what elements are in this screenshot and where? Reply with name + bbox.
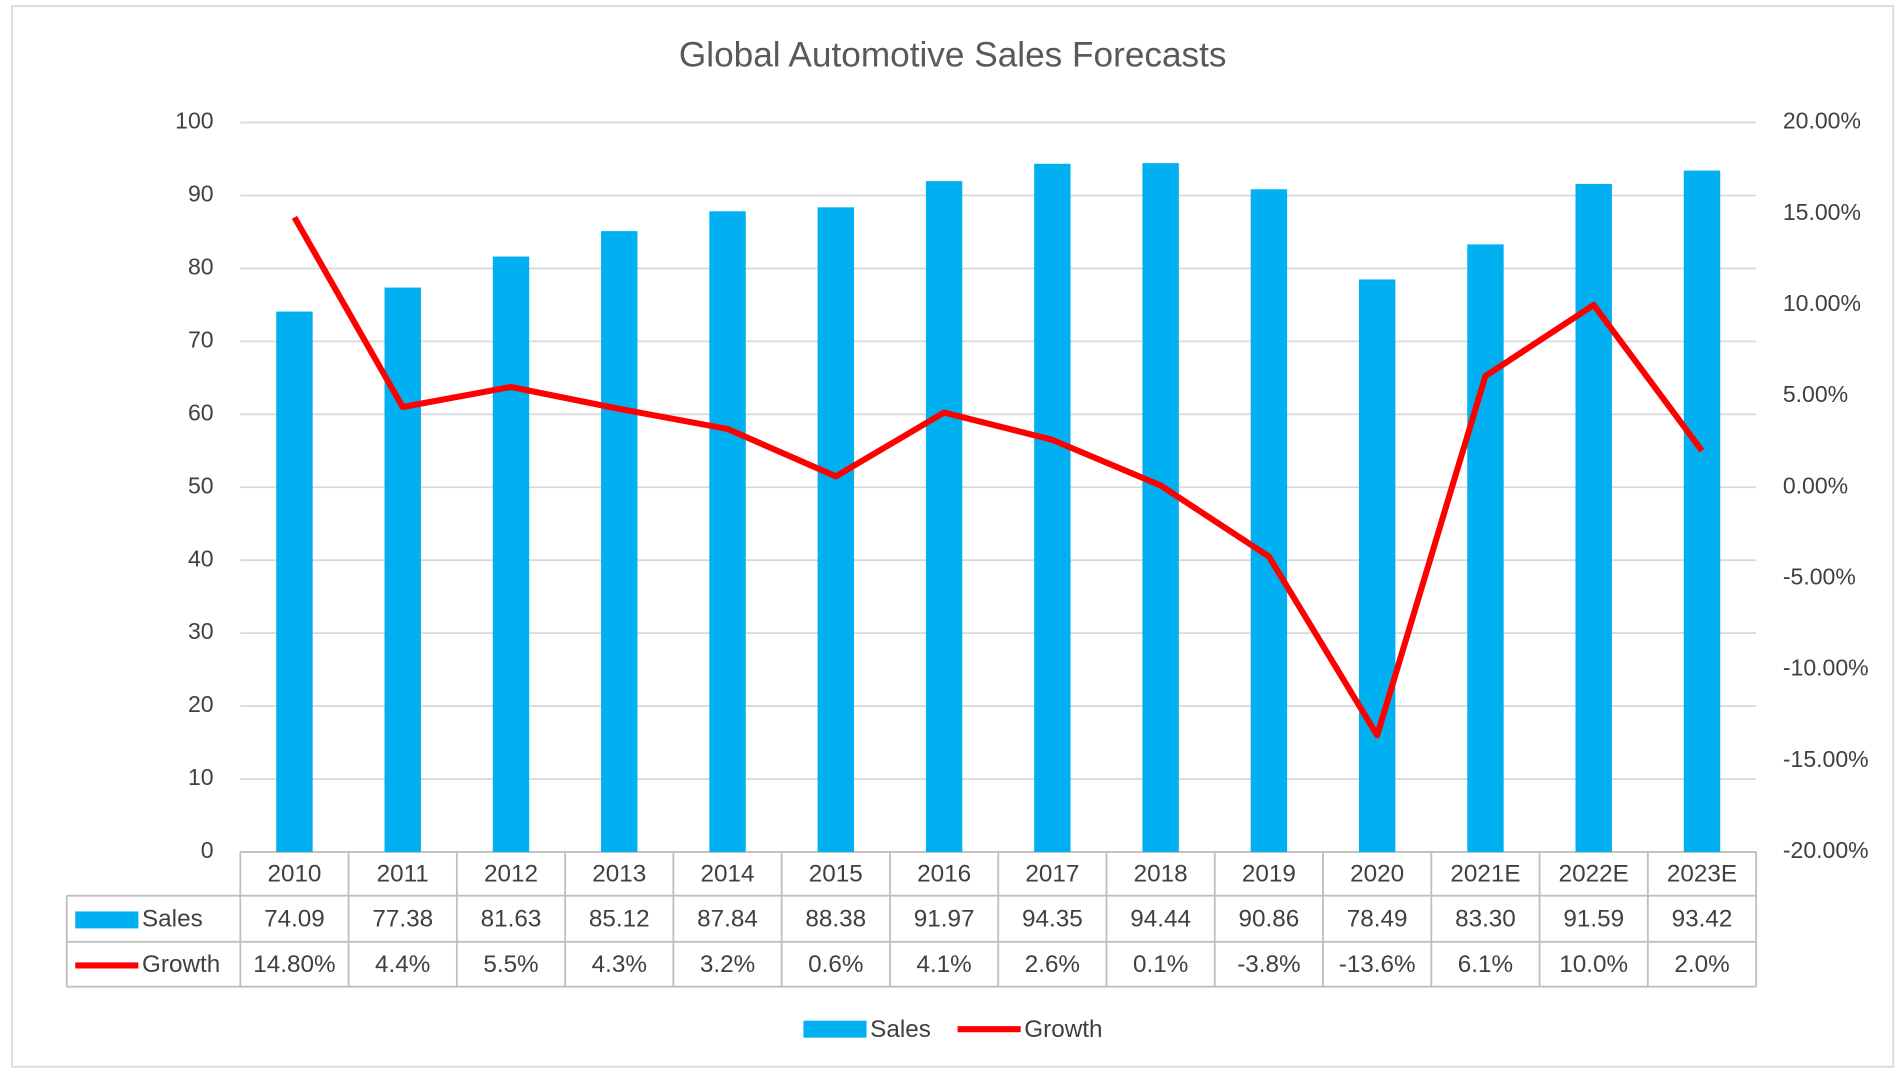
y-tick-label: 90 [188, 181, 214, 207]
x-tick-label: 2011 [377, 860, 429, 887]
table-value: 90.86 [1239, 905, 1300, 932]
legend-label: Growth [1024, 1016, 1102, 1043]
table-value: 78.49 [1347, 905, 1408, 932]
y2-tick-label: 20.00% [1783, 108, 1861, 134]
table-value: 81.63 [481, 905, 542, 932]
table-row-header: Sales [142, 905, 203, 932]
y2-tick-label: 10.00% [1783, 290, 1861, 316]
table-value: 10.0% [1559, 951, 1628, 978]
table-value: 87.84 [697, 905, 758, 932]
bar [1250, 189, 1288, 852]
legend-key [803, 1020, 867, 1038]
x-tick-label: 2014 [701, 860, 755, 887]
table-value: 91.59 [1563, 905, 1624, 932]
bar [925, 181, 963, 852]
x-tick-label: 2022E [1559, 860, 1629, 887]
bar [492, 256, 530, 852]
y-tick-label: 100 [175, 108, 213, 134]
bar [1034, 163, 1071, 852]
y-tick-label: 60 [188, 399, 214, 425]
table-value: 93.42 [1672, 905, 1733, 932]
y-tick-label: 40 [188, 545, 214, 571]
bar [709, 211, 746, 852]
table-value: 77.38 [372, 905, 433, 932]
table-value: -13.6% [1339, 951, 1416, 978]
table-value: 4.1% [916, 951, 971, 978]
y2-tick-label: 5.00% [1783, 381, 1848, 407]
y-tick-label: 80 [188, 254, 214, 280]
bar [384, 287, 421, 852]
table-value: 91.97 [914, 905, 975, 932]
x-tick-label: 2019 [1242, 860, 1296, 887]
y2-tick-label: -10.00% [1783, 655, 1869, 681]
y-tick-label: 50 [188, 472, 214, 498]
y-tick-label: 0 [201, 837, 214, 863]
table-value: 88.38 [805, 905, 866, 932]
table-row-header: Growth [142, 951, 220, 978]
x-tick-label: 2023E [1667, 860, 1737, 887]
table-value: 14.80% [253, 951, 335, 978]
bar [1467, 244, 1504, 852]
y-tick-label: 10 [188, 764, 214, 790]
table-value: 74.09 [264, 905, 325, 932]
y2-tick-label: 0.00% [1783, 472, 1848, 498]
table-value: 94.44 [1130, 905, 1191, 932]
bar [1358, 279, 1396, 852]
bar [1575, 183, 1612, 852]
legend-label: Sales [870, 1016, 931, 1043]
table-value: 4.4% [375, 951, 430, 978]
y2-tick-label: -15.00% [1783, 746, 1869, 772]
table-value: 0.1% [1133, 951, 1188, 978]
x-tick-label: 2012 [484, 860, 538, 887]
table-value: 4.3% [592, 951, 647, 978]
table-value: 83.30 [1455, 905, 1516, 932]
table-value: 0.6% [808, 951, 863, 978]
bar [1683, 170, 1721, 852]
y2-tick-label: 15.00% [1783, 199, 1861, 225]
table-value: 3.2% [700, 951, 755, 978]
table-value: -3.8% [1237, 951, 1300, 978]
table-value: 85.12 [589, 905, 650, 932]
x-tick-label: 2016 [917, 860, 971, 887]
bar [1142, 163, 1179, 852]
y-tick-label: 70 [188, 326, 214, 352]
table-value: 5.5% [483, 951, 538, 978]
x-tick-label: 2021E [1450, 860, 1520, 887]
x-tick-label: 2015 [809, 860, 863, 887]
x-tick-label: 2010 [267, 860, 321, 887]
table-value: 94.35 [1022, 905, 1083, 932]
x-tick-label: 2018 [1134, 860, 1188, 887]
y-tick-label: 20 [188, 691, 214, 717]
y2-tick-label: -5.00% [1783, 564, 1856, 590]
table-value: 2.0% [1674, 951, 1729, 978]
x-tick-label: 2017 [1025, 860, 1079, 887]
table-value: 6.1% [1458, 951, 1513, 978]
line [291, 215, 1705, 739]
chart-title: Global Automotive Sales Forecasts [679, 35, 1227, 74]
y2-tick-label: -20.00% [1783, 837, 1869, 863]
bar [817, 207, 855, 852]
y-tick-label: 30 [188, 618, 214, 644]
x-tick-label: 2013 [592, 860, 646, 887]
x-tick-label: 2020 [1350, 860, 1404, 887]
bar [276, 311, 313, 852]
table-legend-key [75, 911, 139, 929]
bar [601, 231, 638, 852]
table-value: 2.6% [1025, 951, 1080, 978]
